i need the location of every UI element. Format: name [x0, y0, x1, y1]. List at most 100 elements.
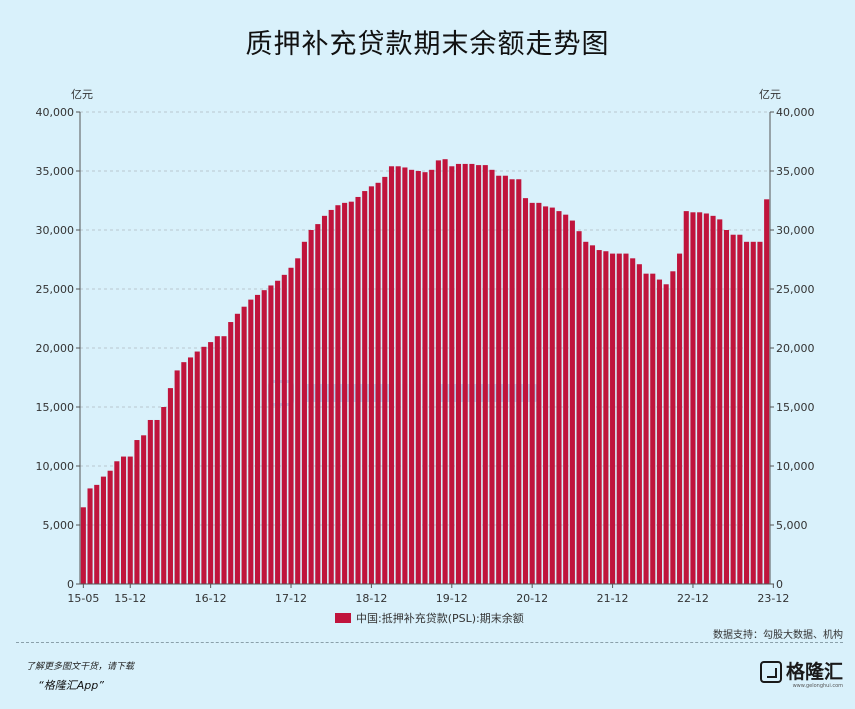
bar	[295, 258, 301, 584]
bar	[610, 253, 616, 584]
bar	[529, 202, 535, 585]
bar	[469, 163, 475, 585]
bar	[254, 294, 261, 584]
bar	[596, 250, 602, 584]
brand-logo: 格隆汇 www.gelonghui.com	[759, 660, 843, 689]
bar	[422, 172, 428, 584]
y-tick-label-left: 15,000	[36, 401, 75, 414]
data-source: 数据支持：勾股大数据、机构	[713, 630, 843, 641]
y-axis-unit-right: 亿元	[759, 88, 781, 101]
bar	[476, 165, 482, 584]
bar	[703, 213, 709, 585]
bar	[194, 351, 200, 584]
bar	[616, 253, 622, 584]
y-axis-unit-left: 亿元	[71, 88, 93, 101]
bar	[737, 234, 743, 584]
bar	[268, 285, 274, 584]
x-tick-label: 18-12	[355, 592, 387, 605]
x-tick-label: 15-12	[114, 592, 146, 605]
bar	[563, 214, 569, 584]
bar	[442, 159, 448, 584]
bar	[134, 440, 140, 584]
bar	[234, 313, 240, 584]
bar	[536, 202, 542, 585]
y-tick-label-right: 25,000	[776, 283, 815, 296]
bar	[744, 241, 750, 585]
bar	[409, 169, 415, 584]
bar	[80, 507, 86, 584]
y-tick-label-left: 30,000	[36, 224, 75, 237]
bar	[141, 435, 147, 584]
x-tick-label: 16-12	[195, 592, 227, 605]
bar	[717, 219, 723, 584]
bar	[516, 179, 522, 584]
bar	[395, 166, 401, 584]
bar	[120, 456, 127, 584]
bar	[375, 182, 381, 585]
bar	[154, 419, 160, 584]
logo-url: www.gelonghui.com	[792, 683, 843, 689]
bar	[663, 284, 669, 584]
bar	[543, 206, 549, 584]
bar	[335, 205, 341, 584]
y-tick-label-right: 0	[776, 578, 783, 591]
bar	[656, 279, 663, 584]
y-tick-label-left: 25,000	[36, 283, 75, 296]
bar	[569, 220, 575, 584]
bar	[241, 306, 247, 584]
bar	[181, 362, 187, 584]
bar	[522, 198, 529, 584]
y-tick-label-right: 30,000	[776, 224, 815, 237]
y-tick-label-right: 20,000	[776, 342, 815, 355]
bar	[429, 169, 435, 584]
bar	[214, 336, 220, 584]
legend-label: 中国:抵押补充贷款(PSL):期末余额	[356, 611, 524, 625]
bar	[161, 407, 167, 584]
bar	[87, 488, 93, 584]
bar	[261, 290, 267, 584]
bar	[187, 357, 194, 584]
bar	[228, 322, 234, 584]
bar	[757, 241, 763, 585]
x-tick-label: 17-12	[275, 592, 307, 605]
promo-app-name: “格隆汇App”	[38, 679, 104, 692]
bar	[697, 212, 703, 585]
bar	[449, 166, 455, 584]
bar	[362, 191, 368, 584]
y-tick-label-right: 15,000	[776, 401, 815, 414]
bar	[248, 299, 254, 584]
x-tick-label: 15-05	[67, 592, 99, 605]
bar	[388, 166, 395, 584]
x-tick-label: 22-12	[677, 592, 709, 605]
bar	[509, 179, 515, 584]
y-tick-label-left: 5,000	[43, 519, 75, 532]
bar	[455, 163, 462, 585]
y-tick-label-left: 35,000	[36, 165, 75, 178]
bar	[201, 346, 207, 584]
x-tick-label: 21-12	[597, 592, 629, 605]
bar	[482, 165, 488, 584]
bar	[496, 175, 502, 584]
bar	[435, 160, 441, 584]
x-tick-label: 23-12	[757, 592, 789, 605]
y-tick-label-left: 40,000	[36, 106, 75, 119]
bar	[127, 456, 133, 584]
bar	[764, 199, 770, 584]
bar	[636, 264, 642, 584]
bar	[549, 207, 555, 584]
bar	[321, 215, 328, 584]
bar	[315, 224, 321, 584]
bar	[348, 201, 354, 584]
bar	[583, 241, 589, 585]
chart-title: 质押补充贷款期末余额走势图	[245, 29, 610, 60]
bar	[328, 209, 334, 584]
y-tick-label-right: 35,000	[776, 165, 815, 178]
bar	[167, 388, 173, 584]
logo-text: 格隆汇	[785, 660, 843, 683]
legend: 中国:抵押补充贷款(PSL):期末余额	[335, 611, 524, 625]
bar	[174, 370, 180, 584]
bar	[677, 253, 683, 584]
bar-chart: 0 0 5,000 5,000 10,000 10,000 15,000 15,000 20,0…	[36, 88, 815, 625]
bar	[556, 211, 562, 584]
bar	[589, 245, 596, 584]
